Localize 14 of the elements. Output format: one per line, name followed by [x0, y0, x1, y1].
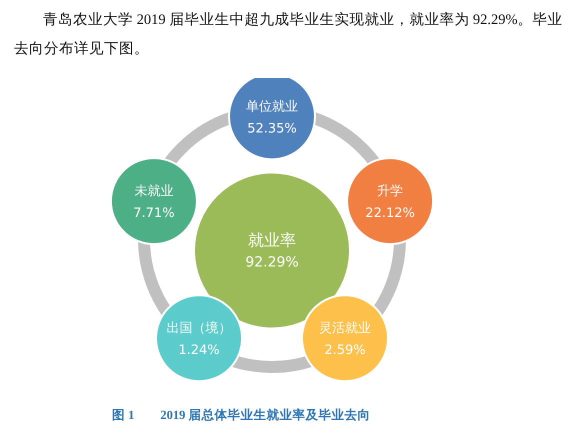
text: 青岛农业大学 2019 届毕业生中超九成毕业生实现就业，就业率为 92.29%。毕业去向分布详见下图。	[14, 10, 564, 59]
data-label: 7.71%	[133, 206, 175, 222]
data-label: 92.29%	[245, 254, 299, 270]
data-label: 1.24%	[178, 343, 220, 358]
category-label: 灵活就业	[318, 321, 371, 336]
data-label: 22.12%	[365, 206, 415, 222]
data-label: 2.59%	[324, 343, 366, 358]
data-label: 52.35%	[247, 121, 297, 136]
category-label: 就业率	[248, 230, 296, 250]
category-label: 单位就业	[246, 99, 298, 114]
category-label: 出国（境）	[166, 320, 232, 336]
text: 图 1 2019 届总体毕业生就业率及毕业去向	[112, 407, 370, 422]
category-label: 未就业	[134, 184, 174, 200]
category-label: 升学	[377, 184, 404, 200]
